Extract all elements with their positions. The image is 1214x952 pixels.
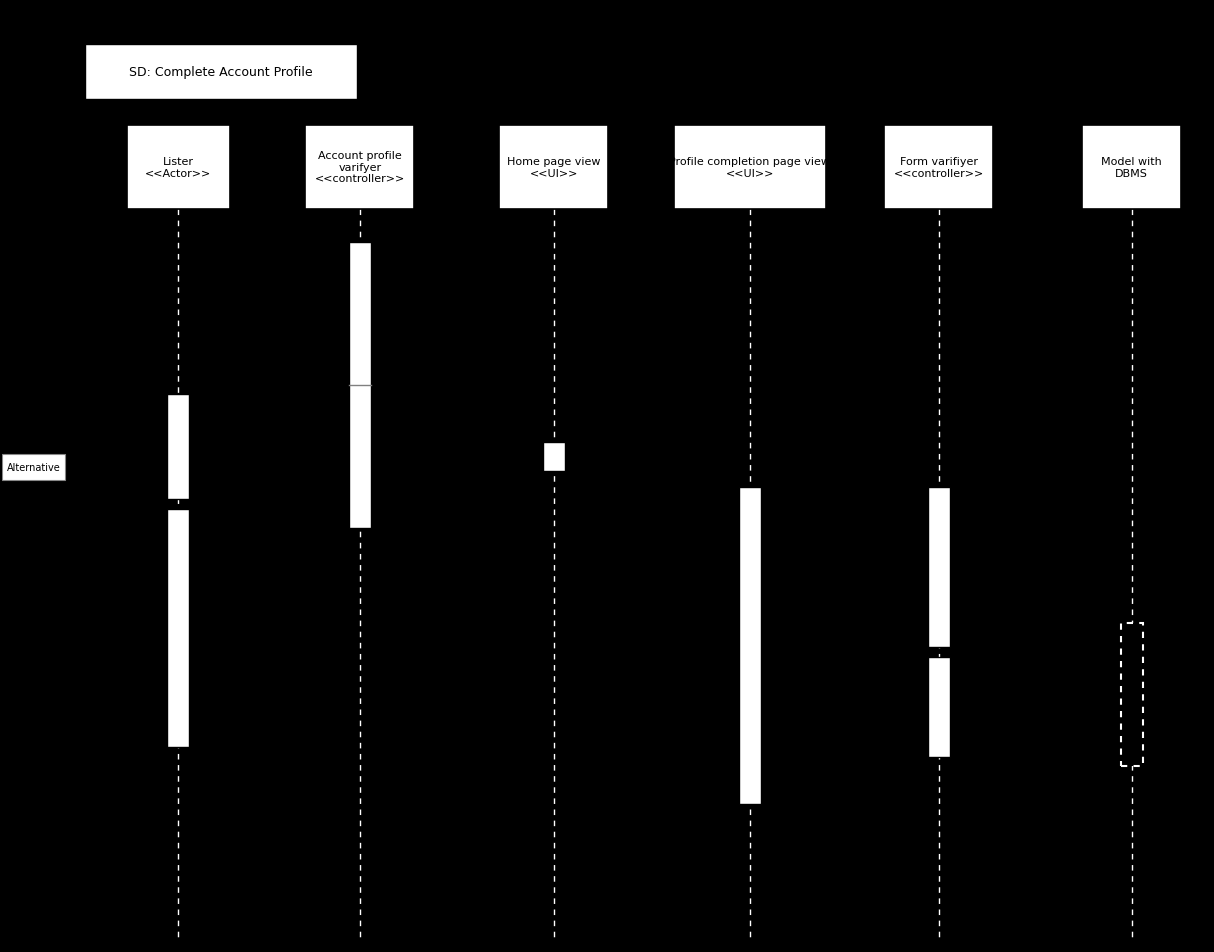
Bar [927, 487, 949, 647]
Bar [2, 454, 66, 481]
Text: Home page view
<<UI>>: Home page view <<UI>> [507, 157, 601, 178]
Bar [885, 126, 993, 209]
Text: Profile completion page view
<<UI>>: Profile completion page view <<UI>> [669, 157, 830, 178]
Text: SD: Complete Account Profile: SD: Complete Account Profile [130, 66, 313, 79]
Bar [126, 126, 229, 209]
Bar [348, 243, 370, 528]
Text: Alternative: Alternative [7, 463, 61, 472]
Bar [927, 657, 949, 757]
Bar [499, 126, 608, 209]
Bar [543, 443, 565, 471]
Bar [168, 509, 189, 747]
Text: Lister
<<Actor>>: Lister <<Actor>> [144, 157, 211, 178]
Bar [168, 395, 189, 500]
Bar [674, 126, 826, 209]
Bar [305, 126, 414, 209]
Bar [85, 45, 357, 100]
Bar [1121, 624, 1142, 766]
Text: Model with
DBMS: Model with DBMS [1101, 157, 1162, 178]
Bar [1082, 126, 1181, 209]
Bar [739, 487, 761, 804]
Text: Account profile
varifyer
<<controller>>: Account profile varifyer <<controller>> [314, 151, 405, 184]
Text: Form varifiyer
<<controller>>: Form varifiyer <<controller>> [894, 157, 985, 178]
